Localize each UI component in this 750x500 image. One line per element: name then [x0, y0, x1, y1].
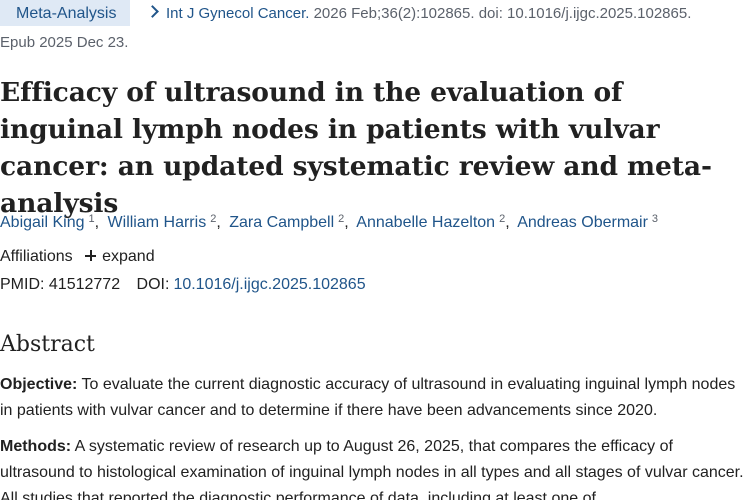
- author-link[interactable]: Abigail King 1: [0, 213, 95, 231]
- authors-list: Abigail King 1, William Harris 2, Zara Cam…: [0, 207, 658, 235]
- pmid-value: 41512772: [48, 276, 121, 293]
- author-name: Abigail King: [0, 214, 85, 231]
- author-separator: ,: [94, 214, 100, 231]
- author-name: William Harris: [107, 214, 207, 231]
- affiliations-row: Affiliations expand: [0, 245, 155, 269]
- doi-label: DOI:: [136, 276, 170, 293]
- author-separator: ,: [505, 214, 510, 231]
- abstract-heading: Abstract: [0, 332, 95, 357]
- journal-link[interactable]: Int J Gynecol Cancer.: [166, 5, 310, 22]
- author-link[interactable]: Zara Campbell 2: [229, 213, 345, 231]
- abstract-objective: Objective: To evaluate the current diagn…: [0, 372, 745, 424]
- doi-link[interactable]: 10.1016/j.ijgc.2025.102865: [173, 276, 366, 293]
- author-name: Annabelle Hazelton: [356, 214, 496, 231]
- article-title: Efficacy of ultrasound in the evaluation…: [0, 77, 712, 219]
- objective-text: To evaluate the current diagnostic accur…: [0, 376, 736, 419]
- citation-details: 2026 Feb;36(2):102865. doi: 10.1016/j.ij…: [313, 5, 692, 22]
- author-name: Zara Campbell: [229, 214, 335, 231]
- affiliation-number[interactable]: 2: [338, 213, 345, 225]
- expand-label: expand: [102, 248, 155, 265]
- methods-label: Methods:: [0, 438, 72, 455]
- affiliation-number[interactable]: 3: [651, 213, 659, 225]
- abstract-methods: Methods: A systematic review of research…: [0, 434, 745, 500]
- plus-icon: [85, 250, 97, 261]
- author-link[interactable]: William Harris 2: [107, 213, 217, 231]
- affiliations-expand-button[interactable]: expand: [85, 248, 155, 265]
- epub-date: Epub 2025 Dec 23.: [0, 34, 129, 51]
- author-name: Andreas Obermair: [517, 214, 648, 231]
- author-separator: ,: [216, 214, 221, 231]
- affiliations-label: Affiliations: [0, 248, 73, 265]
- methods-text: A systematic review of research up to Au…: [0, 438, 744, 500]
- author-link[interactable]: Andreas Obermair 3: [517, 213, 659, 231]
- identifiers-row: PMID: 41512772 DOI: 10.1016/j.ijgc.2025.1…: [0, 273, 366, 297]
- objective-label: Objective:: [0, 376, 78, 393]
- author-separator: ,: [344, 214, 349, 231]
- chevron-right-icon: [146, 5, 159, 18]
- publication-type-badge[interactable]: Meta-Analysis: [0, 0, 131, 26]
- affiliation-number[interactable]: 1: [88, 213, 95, 225]
- affiliation-number[interactable]: 2: [499, 213, 506, 225]
- author-link[interactable]: Annabelle Hazelton 2: [356, 213, 506, 231]
- citation-line: Int J Gynecol Cancer. 2026 Feb;36(2):102…: [146, 0, 692, 27]
- affiliation-number[interactable]: 2: [210, 213, 217, 225]
- pmid-label: PMID:: [0, 276, 45, 293]
